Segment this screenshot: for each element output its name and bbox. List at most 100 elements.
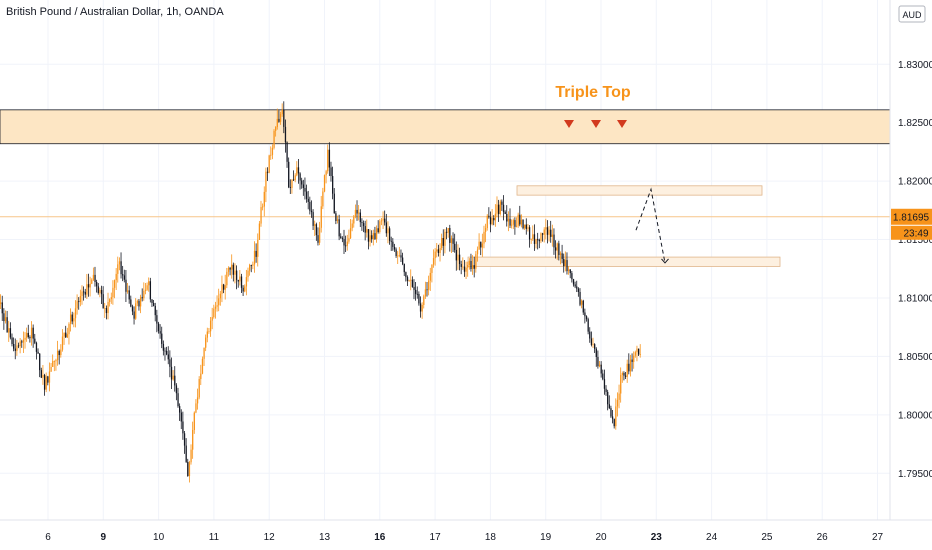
candle-body <box>252 264 254 266</box>
candle-body <box>301 180 303 185</box>
candle-body <box>628 363 630 372</box>
candle-body <box>39 353 41 371</box>
candle-body <box>480 241 482 248</box>
candle-body <box>271 147 274 155</box>
candle-body <box>436 249 438 252</box>
candle-body <box>603 379 606 389</box>
candle-body <box>123 275 125 280</box>
candle-body <box>180 412 182 422</box>
candle-body <box>235 270 238 280</box>
candle-body <box>229 267 231 270</box>
candle-body <box>333 193 335 214</box>
candle-body <box>185 445 187 462</box>
candle-body <box>276 118 278 128</box>
candle-body <box>569 269 571 274</box>
candle-body <box>525 224 527 229</box>
candle-body <box>122 274 124 276</box>
candle-body <box>398 255 401 257</box>
candle-body <box>105 308 108 314</box>
candle-body <box>554 247 557 251</box>
candle-body <box>270 154 272 156</box>
candle-body <box>408 280 410 282</box>
candle-body <box>310 210 313 213</box>
candle-body <box>623 373 625 376</box>
candle-body <box>86 284 88 295</box>
candle-body <box>148 281 150 286</box>
candle-body <box>413 286 415 290</box>
candle-body <box>128 290 130 300</box>
candle-body <box>151 299 153 303</box>
candle-body <box>514 220 516 227</box>
candle-body <box>263 191 265 207</box>
candle-body <box>192 429 194 450</box>
candle-body <box>216 305 218 307</box>
triple-top-marker <box>564 120 574 128</box>
candle-body <box>429 272 431 281</box>
time-tick-label: 18 <box>485 532 497 543</box>
candle-body <box>467 264 469 268</box>
candle-body <box>511 224 513 226</box>
candle-body <box>34 338 36 343</box>
candle-body <box>369 235 371 242</box>
candle-body <box>515 225 518 227</box>
candle-body <box>304 187 306 192</box>
candle-body <box>81 291 83 296</box>
candle-body <box>26 332 28 338</box>
candle-body <box>327 149 329 172</box>
candle-body <box>29 337 31 339</box>
candle-body <box>418 294 420 304</box>
candle-body <box>465 267 467 272</box>
price-axis[interactable]: 1.83000 1.82500 1.82000 1.81500 1.81000 1.805… <box>898 60 932 480</box>
time-axis[interactable]: 6 9 10 11 12 13 16 17 18 19 20 23 24 25 26 27 <box>45 532 883 543</box>
candle-body <box>403 263 405 273</box>
candle-body <box>309 201 311 211</box>
candle-body <box>283 109 285 127</box>
candle-body <box>318 227 321 243</box>
candle-body <box>507 218 510 222</box>
candle-body <box>224 285 226 290</box>
candle-body <box>374 233 376 239</box>
candle-body <box>610 408 612 417</box>
candle-body <box>372 233 374 240</box>
candle-body <box>118 261 121 265</box>
candle-body <box>152 302 155 306</box>
candle-body <box>590 338 593 345</box>
candle-body <box>595 348 597 357</box>
candle-body <box>175 385 178 394</box>
candle-body <box>3 313 5 322</box>
current-price-tag: 1.81695 23:49 <box>891 208 932 240</box>
candle-body <box>112 287 114 298</box>
candle-body <box>69 314 72 324</box>
candle-body <box>538 240 541 242</box>
candle-body <box>281 109 283 115</box>
candle-body <box>428 280 430 290</box>
candle-body <box>30 327 33 339</box>
candle-body <box>387 228 389 234</box>
candle-body <box>558 243 560 256</box>
candle-body <box>541 233 544 235</box>
projection-path <box>635 187 669 264</box>
candle-body <box>367 229 370 242</box>
candle-body <box>188 462 191 477</box>
candle-body <box>364 226 366 233</box>
candle-body <box>242 287 244 292</box>
triple-top-annotation: Triple Top <box>555 84 630 101</box>
candle-body <box>397 255 399 257</box>
candle-body <box>509 218 511 226</box>
candle-body <box>323 175 326 192</box>
currency-badge[interactable]: AUD <box>898 5 926 23</box>
candle-body <box>138 300 140 307</box>
currency-badge-label: AUD <box>902 10 922 20</box>
candle-body <box>45 376 47 390</box>
candle-body <box>457 254 459 261</box>
candle-body <box>393 246 396 250</box>
candle-body <box>226 271 228 286</box>
candle-body <box>305 191 308 199</box>
candle-body <box>488 215 490 218</box>
candle-body <box>258 223 261 240</box>
candle-body <box>174 375 176 386</box>
candle-body <box>265 171 267 192</box>
candle-body <box>338 219 340 237</box>
candle-body <box>351 223 353 229</box>
